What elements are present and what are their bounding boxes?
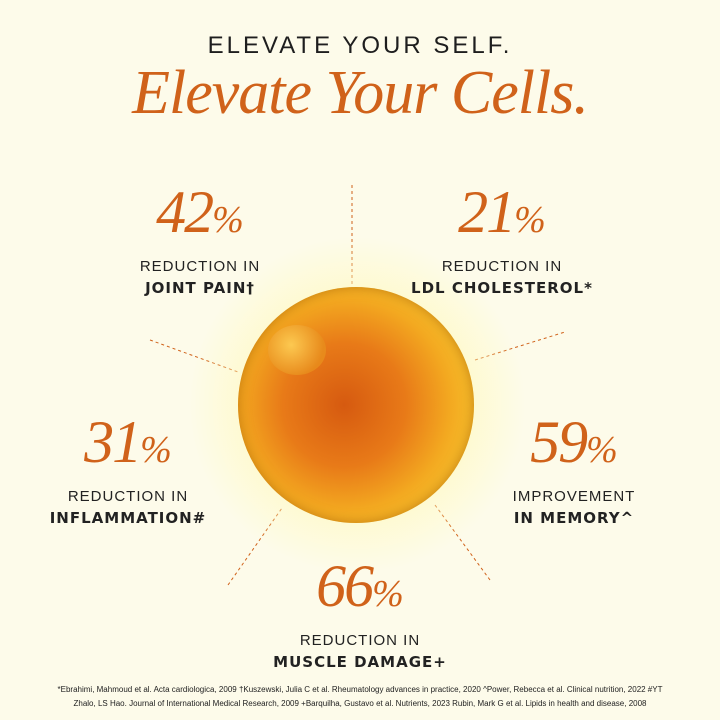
footnote-line: Zhalo, LS Hao. Journal of International … — [73, 699, 647, 708]
stat-label-bold: LDL CHOLESTEROL* — [411, 279, 593, 297]
stat-label: IMPROVEMENT — [512, 488, 636, 505]
stat-unit: % — [140, 429, 172, 471]
stat-label-bold: JOINT PAIN† — [145, 279, 255, 297]
stat-value: 66 — [316, 553, 374, 619]
stat-label-bold: INFLAMMATION# — [49, 509, 207, 527]
stat-value: 42 — [156, 179, 214, 245]
stat-label: REDUCTION IN — [67, 488, 189, 505]
stat-unit: % — [586, 429, 618, 471]
stat-inflammation: 31% REDUCTION IN INFLAMMATION# — [0, 412, 258, 527]
headline: Elevate Your Cells. — [132, 59, 589, 127]
connector-line — [474, 331, 566, 361]
stat-label: REDUCTION IN — [139, 258, 261, 275]
oil-bubble — [268, 325, 326, 375]
footnote-line: *Ebrahimi, Mahmoud et al. Acta cardiolog… — [57, 685, 663, 694]
stat-label-bold: MUSCLE DAMAGE+ — [273, 653, 447, 671]
stat-label: REDUCTION IN — [441, 258, 563, 275]
stat-unit: % — [514, 199, 546, 241]
stat-label: REDUCTION IN — [299, 632, 421, 649]
kicker-heading: ELEVATE YOUR SELF. — [207, 32, 513, 59]
stat-unit: % — [212, 199, 244, 241]
stat-unit: % — [372, 573, 404, 615]
stat-memory: 59% IMPROVEMENT IN MEMORY^ — [444, 412, 704, 527]
stat-muscle-damage: 66% REDUCTION IN MUSCLE DAMAGE+ — [230, 556, 490, 671]
footnote: *Ebrahimi, Mahmoud et al. Acta cardiolog… — [10, 683, 710, 711]
stat-label-bold: IN MEMORY^ — [513, 509, 635, 527]
stat-ldl-cholesterol: 21% REDUCTION IN LDL CHOLESTEROL* — [372, 182, 632, 297]
stat-value: 21 — [458, 179, 516, 245]
stat-value: 31 — [84, 409, 142, 475]
oil-droplet-image — [238, 287, 474, 523]
stat-joint-pain: 42% REDUCTION IN JOINT PAIN† — [70, 182, 330, 297]
stat-value: 59 — [530, 409, 588, 475]
